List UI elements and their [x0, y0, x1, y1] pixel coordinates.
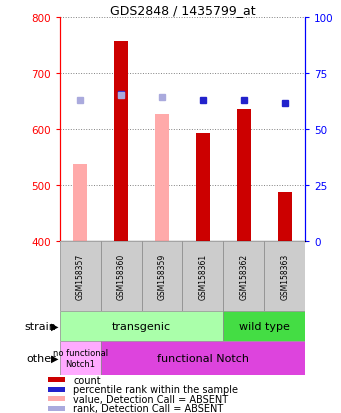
Text: strain: strain: [25, 321, 56, 331]
Bar: [60, 311, 223, 341]
Bar: [48, 396, 65, 401]
Bar: [142, 242, 182, 311]
Text: GSM158361: GSM158361: [198, 253, 207, 299]
Title: GDS2848 / 1435799_at: GDS2848 / 1435799_at: [109, 4, 255, 17]
Bar: [223, 242, 264, 311]
Bar: [278, 193, 292, 242]
Text: ▶: ▶: [50, 321, 58, 331]
Text: no functional
Notch1: no functional Notch1: [53, 349, 108, 368]
Bar: [264, 242, 305, 311]
Bar: [223, 311, 305, 341]
Text: functional Notch: functional Notch: [157, 353, 249, 363]
Text: rank, Detection Call = ABSENT: rank, Detection Call = ABSENT: [73, 403, 224, 413]
Bar: [48, 387, 65, 392]
Text: ▶: ▶: [50, 353, 58, 363]
Text: GSM158357: GSM158357: [76, 253, 85, 299]
Bar: [196, 133, 210, 242]
Bar: [101, 242, 142, 311]
Bar: [114, 42, 128, 242]
Bar: [60, 242, 101, 311]
Bar: [237, 109, 251, 242]
Text: value, Detection Call = ABSENT: value, Detection Call = ABSENT: [73, 394, 228, 404]
Bar: [48, 377, 65, 382]
Text: wild type: wild type: [239, 321, 290, 331]
Bar: [60, 341, 101, 375]
Text: transgenic: transgenic: [112, 321, 171, 331]
Bar: [155, 115, 169, 242]
Text: percentile rank within the sample: percentile rank within the sample: [73, 385, 238, 394]
Bar: [101, 341, 305, 375]
Text: GSM158363: GSM158363: [280, 253, 289, 299]
Text: GSM158360: GSM158360: [117, 253, 125, 299]
Text: count: count: [73, 375, 101, 385]
Bar: [73, 165, 87, 242]
Text: GSM158362: GSM158362: [239, 253, 248, 299]
Text: GSM158359: GSM158359: [158, 253, 166, 299]
Text: other: other: [27, 353, 56, 363]
Bar: [48, 406, 65, 411]
Bar: [182, 242, 223, 311]
